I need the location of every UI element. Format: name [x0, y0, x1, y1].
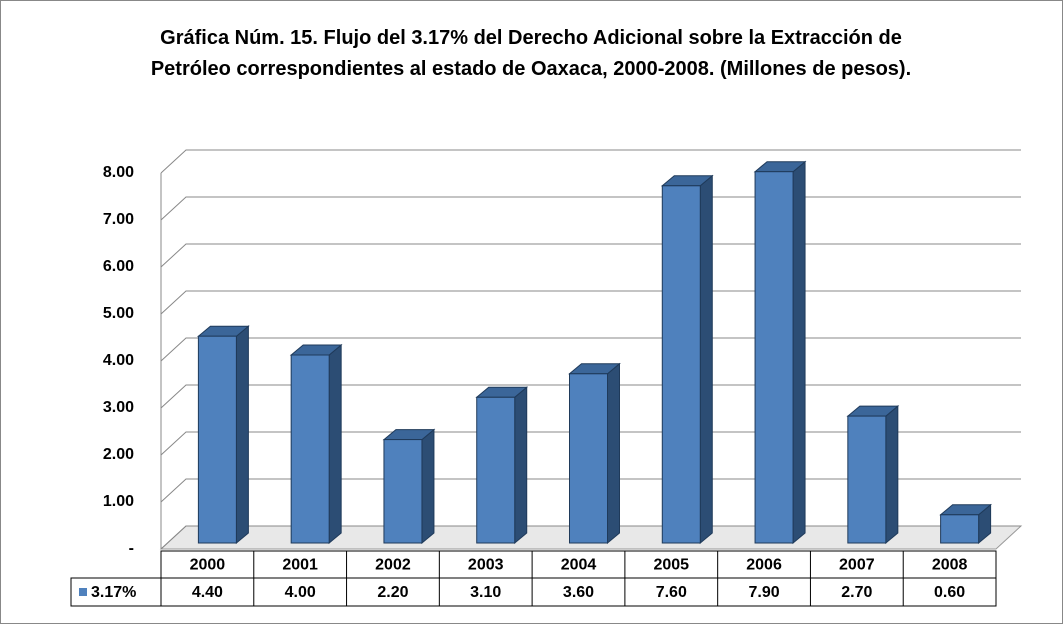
- x-tick-label: 2001: [282, 557, 318, 574]
- x-tick-label: 2000: [190, 557, 226, 574]
- y-tick-label: 8.00: [103, 164, 134, 181]
- grid-line: [160, 196, 1021, 221]
- legend-label: 3.17%: [91, 584, 136, 601]
- grid-line: [160, 149, 1021, 174]
- bar-side: [699, 174, 713, 545]
- bar: [846, 405, 900, 545]
- chart-title: Gráfica Núm. 15. Flujo del 3.17% del Der…: [150, 27, 912, 80]
- grid-line: [160, 384, 1021, 409]
- bar-side: [235, 325, 249, 545]
- bar: [939, 503, 992, 545]
- data-label: 7.90: [748, 584, 779, 601]
- data-label: 3.10: [470, 584, 501, 601]
- bar-front: [290, 354, 330, 544]
- grid-line: [160, 290, 1021, 315]
- x-tick-label: 2007: [839, 557, 875, 574]
- bar: [475, 386, 529, 545]
- x-tick-label: 2006: [746, 557, 782, 574]
- bar-side: [885, 405, 899, 545]
- bar: [753, 160, 807, 545]
- bar: [289, 343, 343, 545]
- grid-line: [160, 243, 1021, 268]
- grid-line: [160, 431, 1021, 456]
- y-tick-label: 5.00: [103, 305, 134, 322]
- bar-front: [197, 335, 237, 544]
- grid-line: [160, 478, 1021, 503]
- data-label: 0.60: [934, 584, 965, 601]
- y-tick-label: 4.00: [103, 352, 134, 369]
- bar: [197, 325, 250, 545]
- bar-front: [754, 171, 794, 544]
- x-tick-label: 2008: [932, 557, 968, 574]
- bar-front: [476, 396, 516, 544]
- bar-side: [792, 160, 806, 545]
- bar: [382, 428, 436, 545]
- bar-side: [328, 343, 342, 545]
- bar-front: [569, 373, 608, 544]
- y-tick-label: 1.00: [103, 493, 134, 510]
- y-tick-label: -: [129, 540, 134, 557]
- grid-line: [160, 337, 1021, 362]
- x-tick-label: 2002: [375, 557, 411, 574]
- grid-line: [160, 525, 1021, 550]
- y-tick-label: 7.00: [103, 211, 134, 228]
- x-tick-label: 2003: [468, 557, 504, 574]
- bar-front: [847, 415, 887, 544]
- data-label: 4.40: [192, 584, 223, 601]
- data-label: 4.00: [285, 584, 316, 601]
- bar-front: [661, 185, 701, 544]
- bar-side: [421, 428, 435, 545]
- data-label: 2.70: [841, 584, 872, 601]
- data-label: 3.60: [563, 584, 594, 601]
- bar: [568, 362, 621, 545]
- data-label: 7.60: [656, 584, 687, 601]
- bar-front: [940, 514, 980, 544]
- bar-side: [607, 362, 620, 545]
- x-tick-label: 2004: [561, 557, 597, 574]
- data-label: 2.20: [377, 584, 408, 601]
- legend-swatch: [79, 588, 87, 596]
- bar-front: [383, 439, 423, 544]
- y-tick-label: 6.00: [103, 258, 134, 275]
- bar-side: [514, 386, 528, 545]
- x-tick-label: 2005: [653, 557, 689, 574]
- y-tick-label: 3.00: [103, 399, 134, 416]
- bar: [660, 174, 714, 545]
- y-tick-label: 2.00: [103, 446, 134, 463]
